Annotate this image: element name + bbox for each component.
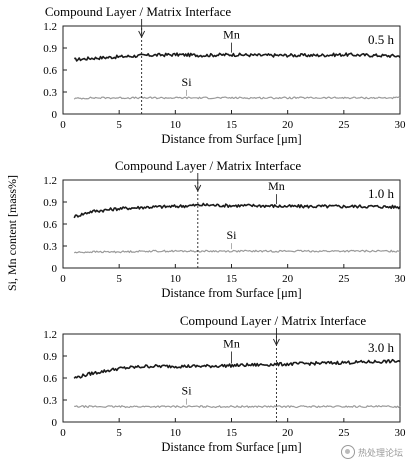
plot-frame bbox=[62, 179, 401, 269]
y-tick-label: 1.2 bbox=[43, 329, 57, 341]
y-tick-label: 0.9 bbox=[43, 43, 57, 55]
si-series-label: Si bbox=[182, 384, 193, 398]
y-tick-label: 0.9 bbox=[43, 351, 57, 363]
mn-series-label: Mn bbox=[223, 337, 240, 351]
watermark: 热处理论坛 bbox=[340, 445, 403, 459]
x-axis-label: Distance from Surface [μm] bbox=[161, 286, 301, 300]
mn-series-line bbox=[73, 358, 401, 379]
mn-series-line bbox=[73, 202, 401, 219]
x-tick-label: 0 bbox=[60, 427, 66, 439]
x-tick-label: 0 bbox=[60, 119, 66, 131]
x-tick-label: 10 bbox=[170, 119, 182, 131]
y-axis-label: Si, Mn content [mass%] bbox=[5, 175, 19, 291]
si-series-label: Si bbox=[182, 75, 193, 89]
x-tick-label: 30 bbox=[395, 427, 407, 439]
chart-panel: 0 0.3 0.6 0.9 1.2 0 5 10 15 20 25 30 Distance from S… bbox=[43, 158, 406, 300]
y-tick-label: 1.2 bbox=[43, 21, 57, 33]
watermark-text: 热处理论坛 bbox=[357, 447, 403, 458]
x-tick-label: 15 bbox=[226, 273, 238, 285]
y-tick-label: 0.3 bbox=[43, 241, 57, 253]
x-tick-label: 15 bbox=[226, 427, 238, 439]
si-series-line bbox=[73, 96, 401, 100]
x-tick-label: 30 bbox=[395, 119, 407, 131]
x-tick-label: 20 bbox=[282, 427, 294, 439]
chart-panels: 0 0.3 0.6 0.9 1.2 0 5 10 15 20 25 30 Distance from S… bbox=[43, 4, 406, 454]
x-tick-label: 5 bbox=[116, 119, 122, 131]
panel-time-label: 0.5 h bbox=[368, 32, 395, 47]
si-series-label: Si bbox=[226, 228, 237, 242]
x-tick-label: 20 bbox=[282, 119, 294, 131]
y-tick-label: 0.6 bbox=[43, 219, 57, 231]
x-axis-label: Distance from Surface [μm] bbox=[161, 132, 301, 146]
mn-series-line bbox=[74, 52, 401, 62]
y-tick-label: 0.6 bbox=[43, 65, 57, 77]
wechat-logo-icon bbox=[340, 445, 355, 459]
x-tick-label: 10 bbox=[170, 273, 182, 285]
si-series-line bbox=[74, 405, 401, 409]
chart-panel: 0 0.3 0.6 0.9 1.2 0 5 10 15 20 25 30 Distance from S… bbox=[43, 313, 406, 454]
si-series-line bbox=[73, 249, 401, 254]
interface-label: Compound Layer / Matrix Interface bbox=[45, 4, 231, 19]
chart-panel: 0 0.3 0.6 0.9 1.2 0 5 10 15 20 25 30 Distance from S… bbox=[43, 4, 406, 146]
panel-time-label: 3.0 h bbox=[368, 340, 395, 355]
y-tick-label: 0 bbox=[52, 417, 58, 429]
y-tick-label: 0.3 bbox=[43, 395, 57, 407]
interface-label: Compound Layer / Matrix Interface bbox=[180, 313, 366, 328]
panel-time-label: 1.0 h bbox=[368, 186, 395, 201]
y-tick-label: 0 bbox=[52, 263, 58, 275]
y-tick-label: 1.2 bbox=[43, 175, 57, 187]
y-tick-label: 0.6 bbox=[43, 373, 57, 385]
y-tick-label: 0 bbox=[52, 109, 58, 121]
y-tick-label: 0.9 bbox=[43, 197, 57, 209]
x-tick-label: 5 bbox=[116, 273, 122, 285]
x-tick-label: 5 bbox=[116, 427, 122, 439]
x-tick-label: 20 bbox=[282, 273, 294, 285]
mn-series-label: Mn bbox=[223, 28, 240, 42]
interface-arrow-head-icon bbox=[138, 30, 146, 39]
x-tick-label: 30 bbox=[395, 273, 407, 285]
x-tick-label: 25 bbox=[338, 427, 350, 439]
x-tick-label: 10 bbox=[170, 427, 182, 439]
interface-label: Compound Layer / Matrix Interface bbox=[115, 158, 301, 173]
y-tick-label: 0.3 bbox=[43, 87, 57, 99]
x-axis-label: Distance from Surface [μm] bbox=[161, 440, 301, 454]
x-tick-label: 25 bbox=[338, 273, 350, 285]
interface-arrow-head-icon bbox=[194, 184, 202, 193]
x-tick-label: 25 bbox=[338, 119, 350, 131]
interface-arrow-head-icon bbox=[273, 338, 280, 347]
x-tick-label: 15 bbox=[226, 119, 238, 131]
x-tick-label: 0 bbox=[60, 273, 66, 285]
mn-series-label: Mn bbox=[268, 179, 285, 193]
